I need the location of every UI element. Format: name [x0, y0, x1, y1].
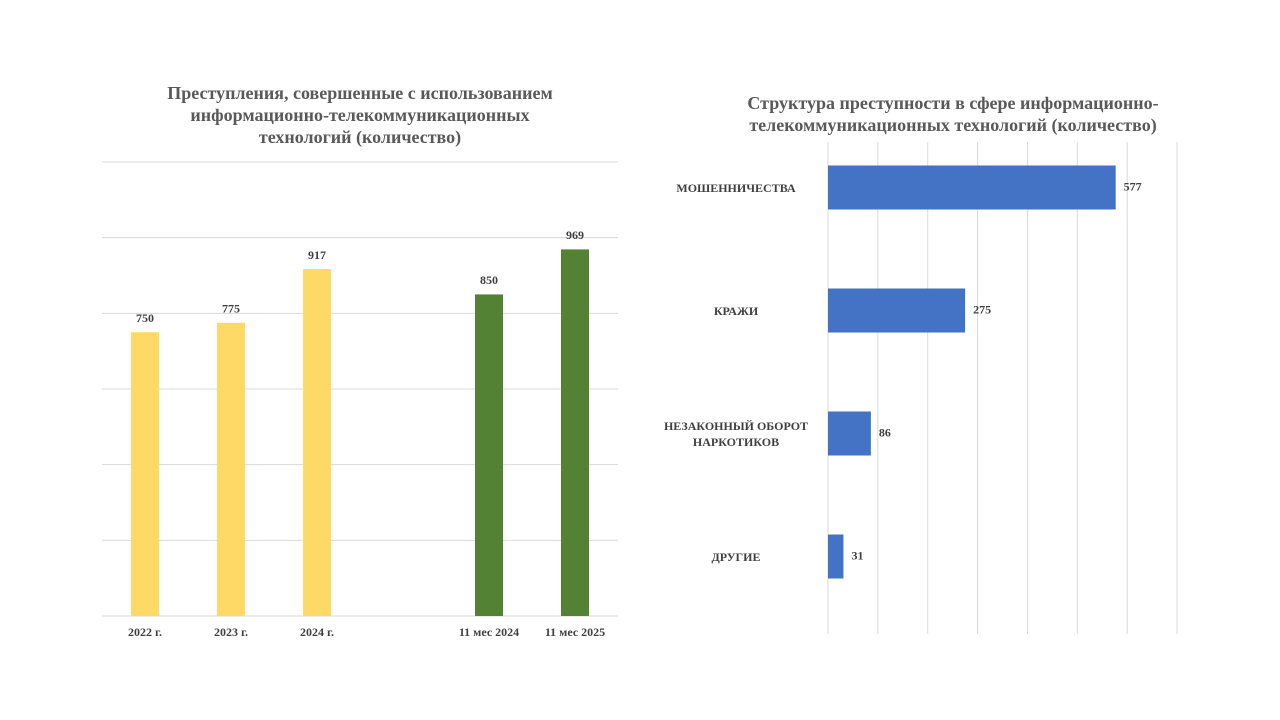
data-label: 31 [851, 548, 863, 562]
y-tick-label: КРАЖИ [713, 303, 759, 318]
data-label: 577 [1124, 179, 1142, 193]
bar [561, 249, 589, 616]
data-label: 969 [566, 228, 584, 242]
x-tick-label: 11 мес 2025 [545, 625, 605, 639]
x-tick-label: 11 мес 2024 [459, 625, 519, 639]
bar [475, 294, 503, 616]
bar [217, 322, 245, 616]
data-label: 750 [136, 311, 154, 325]
bar [828, 534, 844, 579]
bar [828, 165, 1116, 210]
data-label: 775 [222, 302, 240, 316]
bar [131, 332, 159, 616]
chart-title: Преступления, совершенные с использовани… [167, 83, 553, 147]
x-tick-label: 2023 г. [214, 625, 248, 639]
data-label: 275 [973, 302, 991, 316]
x-tick-label: 2024 г. [300, 625, 334, 639]
y-tick-label: НЕЗАКОННЫЙ ОБОРОТ НАРКОТИКОВ [663, 418, 809, 449]
data-label: 917 [308, 248, 326, 262]
chart-title: Структура преступности в сфере информаци… [747, 93, 1159, 135]
data-label: 86 [879, 425, 891, 439]
x-tick-label: 2022 г. [128, 625, 162, 639]
bar [303, 269, 331, 616]
y-tick-label: ДРУГИЕ [711, 549, 761, 564]
data-label: 850 [480, 273, 498, 287]
y-tick-label: МОШЕННИЧЕСТВА [676, 180, 796, 195]
bar [828, 411, 871, 456]
bar [828, 288, 966, 333]
